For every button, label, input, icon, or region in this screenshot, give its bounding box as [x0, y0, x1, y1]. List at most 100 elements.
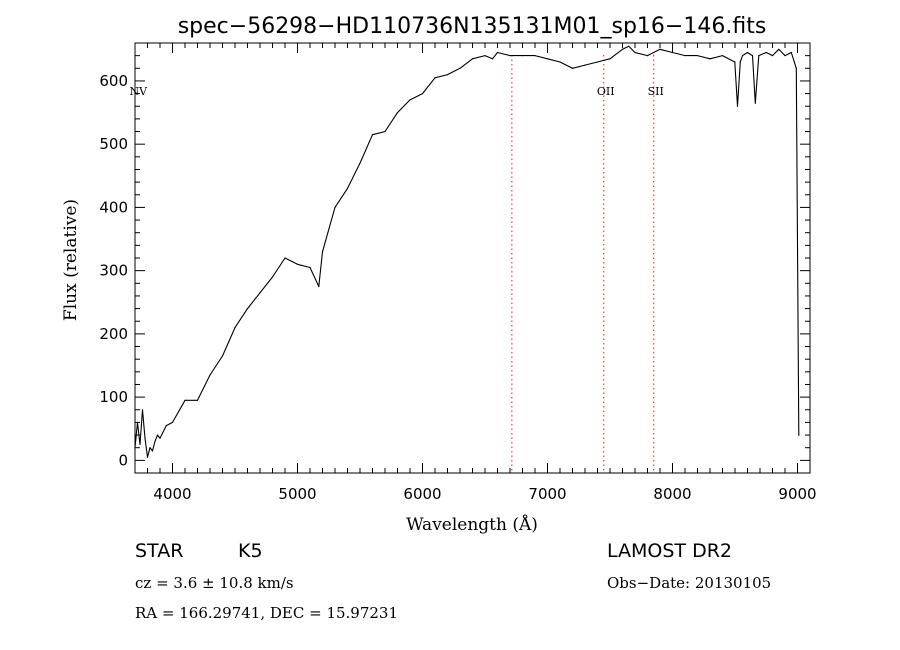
data-point	[709, 58, 711, 60]
y-tick-label: 600	[99, 72, 128, 90]
data-point	[521, 55, 524, 57]
data-point	[459, 67, 461, 69]
data-point	[534, 55, 536, 57]
x-tick-label: 8000	[653, 485, 691, 503]
data-point	[509, 55, 511, 57]
data-point	[434, 77, 436, 79]
data-point	[296, 263, 299, 265]
y-tick-label: 100	[99, 388, 128, 406]
data-point	[758, 55, 760, 57]
data-point	[209, 374, 211, 376]
data-point	[496, 51, 499, 54]
data-point	[721, 55, 724, 57]
data-point	[144, 437, 146, 439]
line-markers: NV OII SII	[129, 55, 664, 473]
data-point	[790, 51, 792, 54]
data-point	[684, 55, 686, 57]
y-tick-label: 500	[99, 135, 128, 153]
data-point	[154, 440, 156, 442]
data-point	[634, 51, 636, 54]
data-point	[171, 421, 174, 423]
data-point	[421, 93, 424, 95]
data-point	[184, 399, 186, 401]
data-point	[318, 285, 320, 288]
data-point	[284, 257, 286, 259]
data-point	[141, 409, 144, 411]
chart-title: spec−56298−HD110736N135131M01_sp16−146.f…	[178, 14, 767, 39]
data-point	[139, 443, 141, 446]
data-point	[396, 112, 399, 114]
coordinates: RA = 166.29741, DEC = 15.97231	[135, 604, 399, 622]
data-point	[778, 48, 780, 50]
data-point	[259, 292, 261, 294]
data-point	[751, 55, 754, 57]
data-point	[359, 162, 361, 164]
data-point	[384, 130, 386, 133]
data-point	[741, 55, 744, 57]
marker-label: OII	[597, 85, 615, 98]
data-point	[621, 48, 624, 50]
data-point	[471, 58, 474, 60]
series-line-0	[134, 45, 800, 458]
data-point	[136, 421, 139, 423]
data-point	[784, 55, 786, 57]
data-point	[671, 51, 674, 54]
data-point	[159, 437, 161, 439]
data-point	[571, 67, 574, 69]
data-point	[334, 206, 336, 208]
data-point	[165, 425, 167, 427]
data-point	[309, 266, 311, 269]
spectrum-series	[134, 45, 800, 458]
x-tick-label: 9000	[778, 485, 816, 503]
data-point	[584, 64, 586, 66]
data-point	[798, 434, 800, 436]
data-point	[446, 74, 449, 76]
x-tick-label: 5000	[278, 485, 316, 503]
x-axis-label: Wavelength (Å)	[406, 514, 538, 535]
data-point	[221, 355, 224, 357]
data-point	[765, 51, 767, 54]
data-point	[559, 61, 561, 63]
y-axis-label: Flux (relative)	[61, 199, 81, 321]
survey-label: LAMOST DR2	[607, 540, 732, 562]
data-point	[156, 434, 159, 436]
data-point	[151, 450, 154, 452]
marker-label: SII	[648, 85, 664, 98]
spectral-class: K5	[238, 540, 263, 562]
data-point	[491, 58, 494, 60]
data-point	[149, 447, 151, 449]
data-point	[628, 45, 630, 47]
object-type: STAR	[135, 540, 184, 562]
data-point	[321, 251, 324, 253]
data-point	[609, 58, 611, 60]
plot-frame	[134, 42, 811, 474]
observation-date: Obs−Date: 20130105	[607, 574, 772, 592]
data-point	[346, 187, 349, 189]
data-point	[196, 399, 199, 401]
data-point	[754, 102, 756, 104]
x-tick-label: 6000	[403, 485, 441, 503]
data-point	[659, 48, 661, 50]
axis-ticks: 4000 5000 6000 7000 8000 9000 0 100 200 300 400 500…	[99, 42, 817, 503]
redshift-info: cz = 3.6 ± 10.8 km/s	[135, 574, 294, 592]
data-point	[546, 58, 549, 60]
y-tick-label: 200	[99, 325, 128, 343]
data-point	[696, 55, 699, 57]
data-point	[146, 456, 149, 458]
data-point	[246, 308, 249, 310]
marker-label: NV	[129, 85, 148, 98]
data-point	[746, 51, 749, 54]
data-point	[795, 67, 797, 69]
data-point	[739, 61, 741, 63]
data-point	[484, 55, 486, 57]
data-point	[271, 276, 274, 278]
x-tick-label: 7000	[528, 485, 566, 503]
y-tick-label: 400	[99, 198, 128, 216]
y-tick-label: 0	[118, 451, 128, 469]
data-point	[734, 61, 736, 63]
data-point	[646, 55, 649, 57]
data-point	[736, 105, 739, 107]
data-point	[371, 134, 374, 136]
y-tick-label: 300	[99, 262, 128, 280]
